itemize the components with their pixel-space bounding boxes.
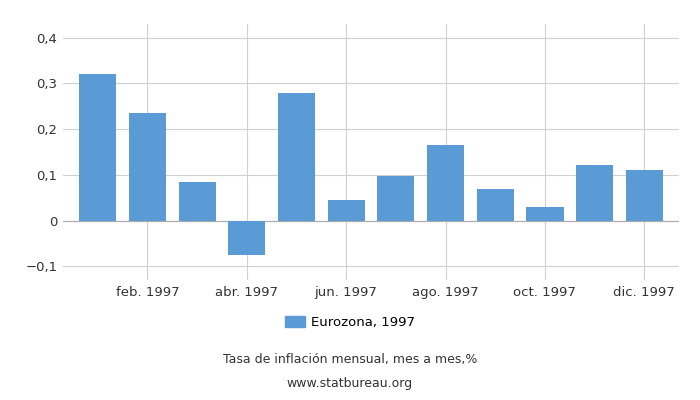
Bar xyxy=(228,220,265,255)
Bar xyxy=(278,92,315,220)
Bar xyxy=(377,176,414,220)
Bar xyxy=(626,170,663,220)
Bar xyxy=(526,207,564,220)
Bar xyxy=(129,113,166,220)
Bar xyxy=(328,200,365,220)
Bar xyxy=(79,74,116,220)
Text: Tasa de inflación mensual, mes a mes,%: Tasa de inflación mensual, mes a mes,% xyxy=(223,354,477,366)
Bar xyxy=(477,188,514,220)
Bar xyxy=(576,165,613,220)
Bar xyxy=(427,145,464,220)
Bar xyxy=(178,182,216,220)
Legend: Eurozona, 1997: Eurozona, 1997 xyxy=(279,310,421,334)
Text: www.statbureau.org: www.statbureau.org xyxy=(287,378,413,390)
